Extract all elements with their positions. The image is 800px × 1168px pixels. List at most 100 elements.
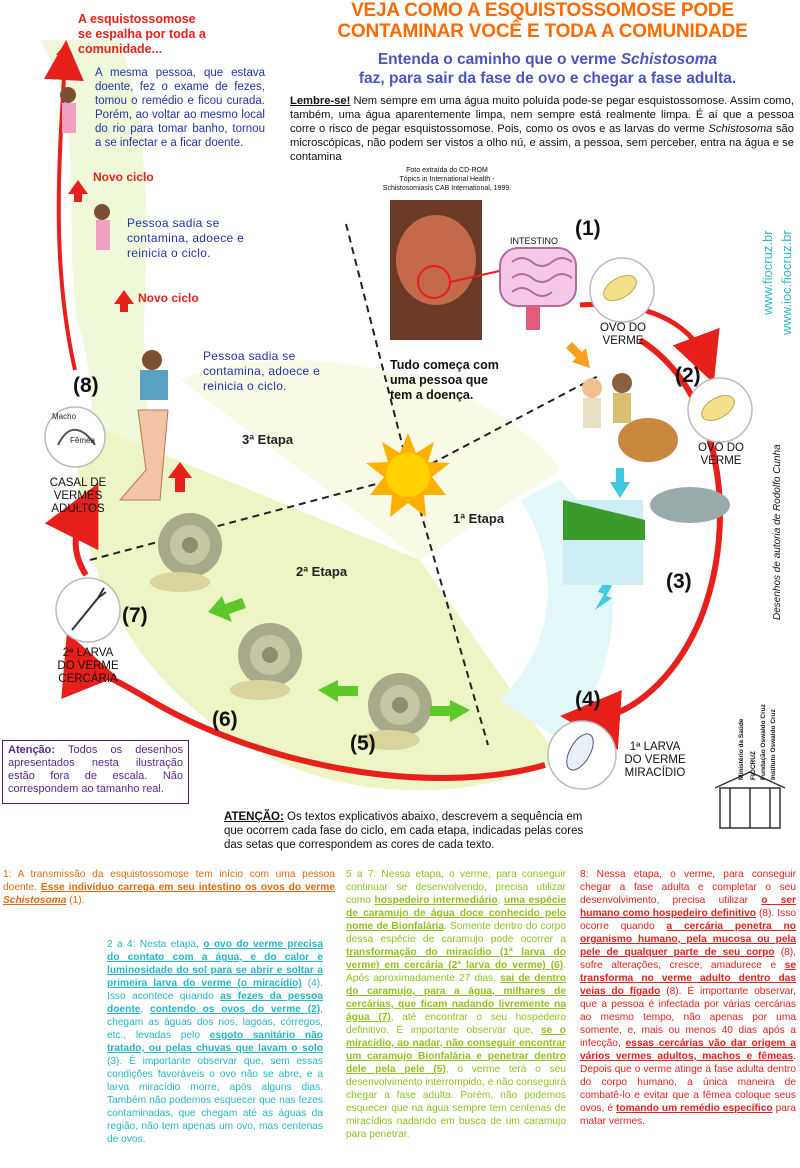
cyan-arrow-icon [610, 468, 630, 498]
etapa-3-label: 3ª Etapa [242, 432, 294, 447]
spread-heading-l2: se espalha por toda a [78, 27, 206, 41]
step-highlight: Esse indivíduo carrega em seu intestino … [3, 882, 335, 906]
child-figure [582, 378, 602, 428]
red-arrow-icon [168, 462, 192, 492]
macho-label: Macho [52, 412, 77, 421]
ovo-caption-l2: VERME [602, 335, 644, 347]
institute-name: FIOCRUZ [750, 751, 757, 780]
miracidio-caption-l2: DO VERME [624, 754, 686, 766]
step-text: (8). Isso ocorre quando [580, 908, 796, 932]
red-arrow-icon [56, 45, 72, 61]
step-highlight: se transforma no verme adulto dentro das… [580, 960, 796, 997]
red-arrow-icon [114, 290, 134, 312]
green-arrow-icon [430, 700, 470, 722]
drawings-credit: Desenhos de autoria de Rodolfo Cunha [772, 444, 783, 620]
page-subtitle: Entenda o caminho que o verme Schistosom… [300, 50, 795, 88]
ovo-caption: OVO DO VERME [686, 442, 756, 468]
stage-number-2: (2) [675, 364, 701, 387]
novo-ciclo-label: Novo ciclo [138, 291, 199, 305]
child-figure [612, 373, 632, 423]
title-line-2: CONTAMINAR VOCÊ E TODA A COMUNIDADE [337, 21, 748, 42]
stage-number-3: (3) [666, 570, 692, 593]
orange-arrow-icon [566, 342, 590, 368]
ovo-caption: OVO DO VERME [588, 322, 658, 348]
snail-icon [230, 623, 302, 700]
step-text: , chegam as águas dos rios, lagoas, córr… [107, 1004, 323, 1041]
person-figure [94, 204, 110, 250]
spread-heading: A esquistossomose se espalha por toda a … [78, 12, 238, 57]
step-text: (3). É importante observar que, sem essa… [107, 1056, 323, 1145]
step-highlight: esgoto sanitário não tratado, ou pelas c… [107, 1030, 323, 1054]
dashed-line [409, 474, 489, 746]
leg-figure [118, 409, 169, 501]
lembre-paragraph: Lembre-se! Nem sempre em uma água muito … [290, 94, 794, 164]
sun-icon [366, 433, 450, 517]
stage-number-4: (4) [575, 688, 601, 711]
reinfection-story: A mesma pessoa, que estava doente, fez o… [95, 67, 265, 149]
step-highlight-text: Esse indivíduo carrega em seu intestino … [40, 882, 335, 893]
person-figure [60, 87, 76, 133]
stage-number-8: (8) [73, 374, 99, 397]
step-highlight: hospedeiro intermediário [374, 895, 498, 906]
step-highlight: o ser humano como hospedeiro definitivo [580, 895, 796, 919]
lembre-text-a: Nem sempre em uma água muito poluída pod… [290, 95, 794, 135]
step-text: A transmissão da esquistossomose tem iní… [3, 869, 335, 893]
etapa-light-area [180, 360, 560, 560]
casal-caption-l3: ADULTOS [51, 503, 105, 515]
step-text: (4). Isso acontece quando [107, 978, 323, 1002]
step-highlight: o ovo do verme precisa do contato com a … [107, 939, 323, 989]
step-text: , até encontrar o seu hospedeiro definit… [346, 1012, 567, 1036]
institute-name: Ministério da Saúde [738, 718, 745, 780]
page-title: VEJA COMO A ESQUISTOSSOMOSE PODE CONTAMI… [290, 0, 795, 42]
green-arrow-icon [318, 680, 358, 702]
institute-name: Fundação Oswaldo Cruz [760, 704, 767, 780]
casal-caption: CASAL DE VERMES ADULTOS [38, 477, 118, 516]
explanation-step-2-4: 2 a 4: Nesta etapa, o ovo do verme preci… [107, 938, 323, 1146]
attention-note-label: ATENÇÃO: [224, 811, 284, 823]
step-lead: 1: [3, 869, 12, 880]
casal-caption-l1: CASAL DE [49, 477, 107, 489]
step-lead: 2 a 4: [107, 939, 136, 950]
step-text: , o verme terá o seu desenvolvimento int… [346, 1064, 566, 1140]
step-highlight: contendo os ovos do verme (2) [149, 1004, 321, 1015]
miracidio-caption: 1ª LARVA DO VERME MIRACÍDIO [615, 741, 695, 780]
cyan-arrow-icon [595, 582, 612, 610]
step-text: (1). [66, 895, 85, 906]
subtitle-text: Entenda o caminho que o verme [377, 51, 621, 68]
step-text: Nessa etapa, o verme, para conseguir che… [580, 869, 796, 906]
cercaria-caption-l3: CERCÁRIA [58, 673, 118, 685]
intestino-label: INTESTINO [510, 236, 559, 246]
step-text: para matar vermes. [580, 1103, 796, 1127]
photo-credit-l2: Tópics in International Health - [399, 176, 495, 183]
step-text: . Somente dentro do corpo dessa espécie … [346, 921, 566, 945]
feces-icon [618, 418, 678, 462]
step-text: Nesta etapa, [135, 939, 204, 950]
cycle-arrow-arc [44, 483, 99, 577]
ioc-url[interactable]: www.ioc.fiocruz.br [779, 230, 794, 335]
ovo-caption-l1: OVO DO [599, 322, 646, 334]
explanation-step-5-7: 5 a 7: Nessa etapa, o verme, para conseg… [346, 868, 566, 1141]
cercaria-caption: 2ª LARVA DO VERME CERCÁRIA [48, 647, 128, 686]
lembre-label: Lembre-se! [290, 95, 351, 107]
institute-name: Instituto Oswaldo Cruz [770, 709, 777, 780]
snail-icon [360, 673, 432, 750]
attention-note: ATENÇÃO: Os textos explicativos abaixo, … [224, 810, 596, 852]
step-lead: 5 a 7: [346, 869, 377, 880]
step-highlight: essas cercárias vão dar origem a vários … [580, 1038, 796, 1062]
novo-ciclo-label: Novo ciclo [93, 170, 154, 184]
etapa-2-label: 2ª Etapa [296, 564, 348, 579]
scale-warning-text: Todos os desenhos apresentados nesta ilu… [8, 744, 183, 795]
lembre-text-b: são microscópicas, não podem ser vistos … [290, 123, 794, 163]
femea-label: Fêmea [70, 436, 95, 445]
step-highlight: uma espécie de caramujo de água doce con… [346, 895, 566, 932]
intestine-icon [499, 247, 577, 330]
cycle-illustration [40, 40, 786, 829]
fiocruz-url[interactable]: www.fiocruz.br [760, 230, 775, 315]
step-text: , [497, 895, 505, 906]
ovo-caption-l2: VERME [700, 455, 742, 467]
step-text: . Após aproximadamente 27 dias, [346, 960, 566, 984]
pale-band [40, 40, 320, 740]
stage-number-5: (5) [350, 732, 376, 755]
cycle-arrow-arc [61, 632, 546, 781]
photo-credit-l3: Schistosomiasis CAB International, 1999. [382, 185, 512, 192]
